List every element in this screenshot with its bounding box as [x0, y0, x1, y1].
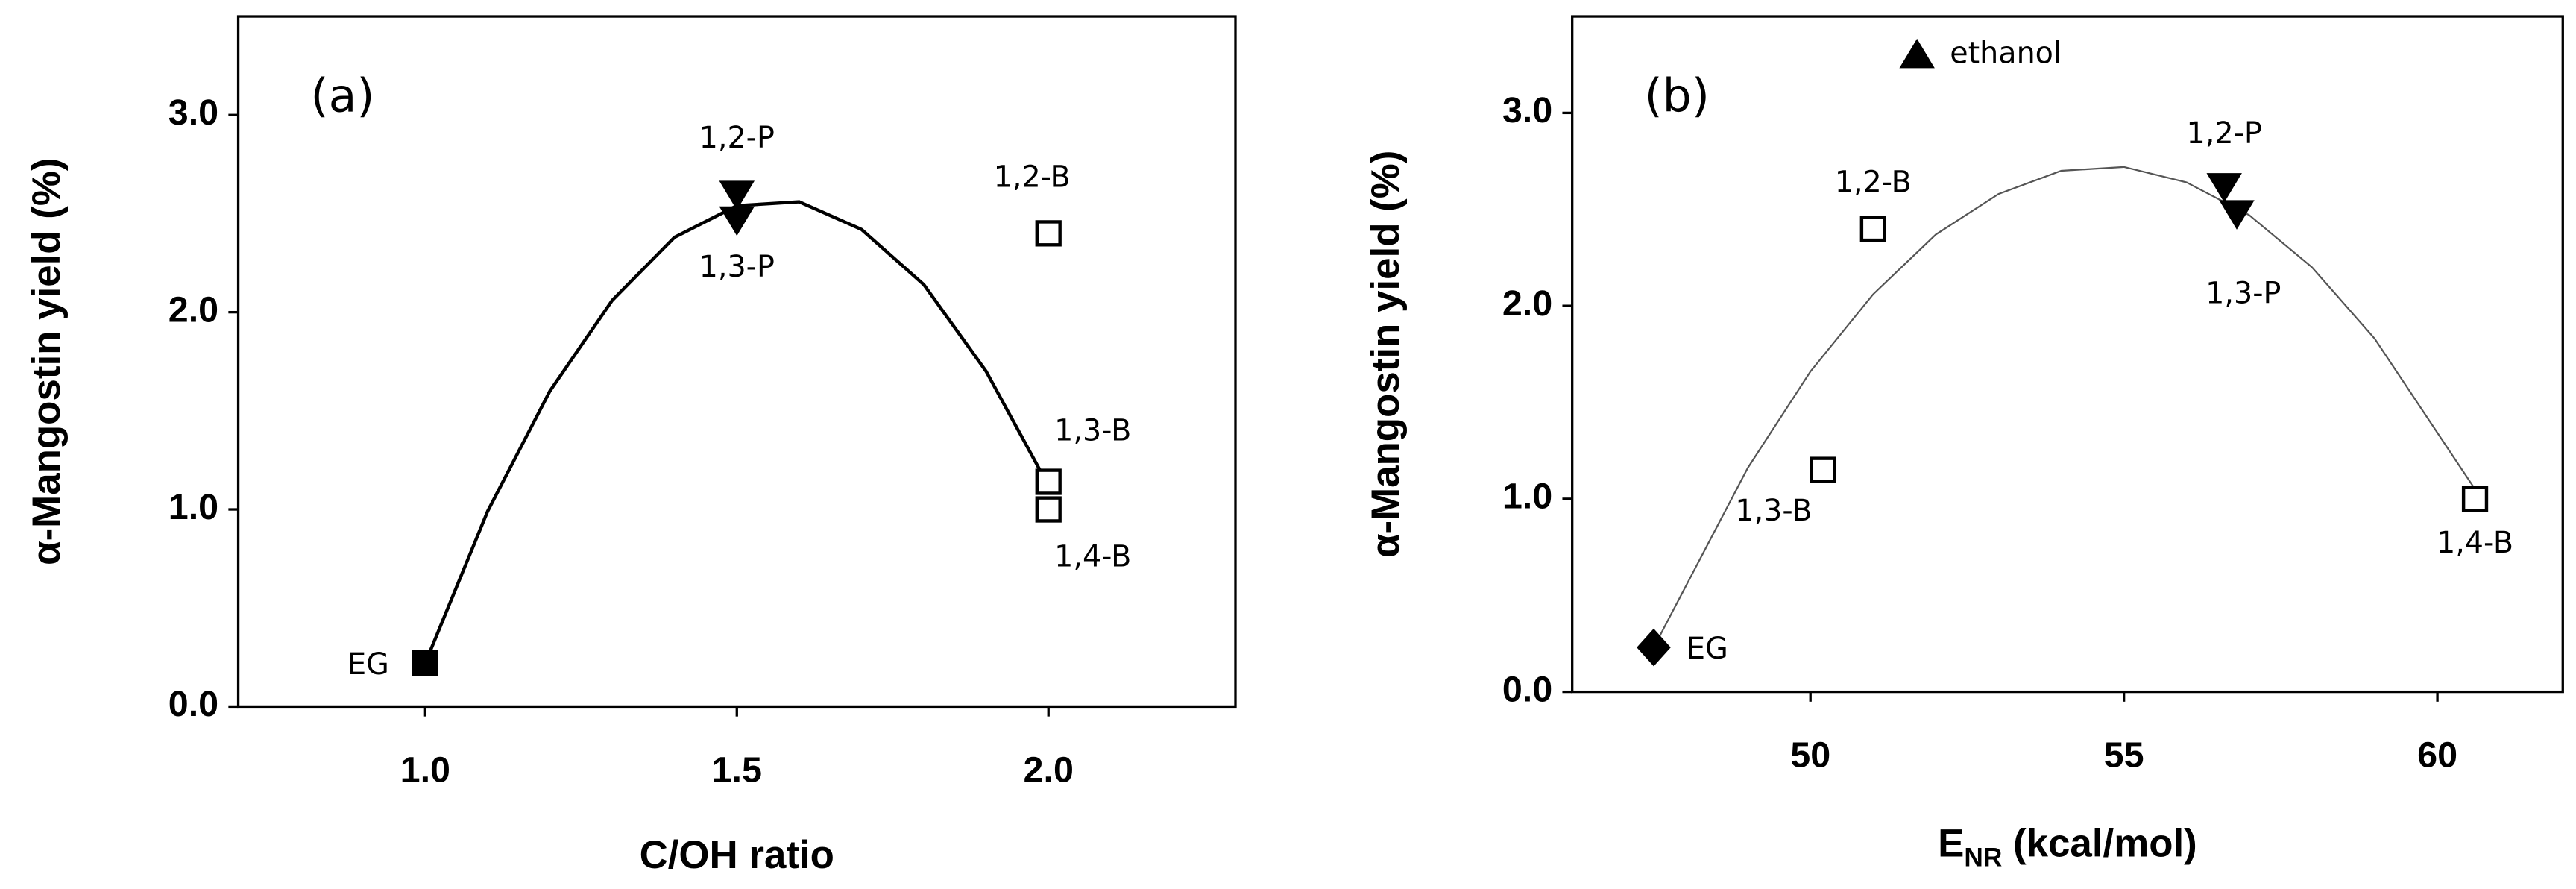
marker: [1899, 38, 1935, 69]
x-axis-label-part: (kcal/mol): [2002, 822, 2196, 866]
panel: 0.0 1.0 2.0 3.0 50 55 60 (b) α-Mangostin yield (…: [1364, 15, 2564, 873]
marker: [719, 206, 755, 236]
point-label: 1,2-B: [994, 160, 1071, 195]
x-tick-label: 50: [1790, 735, 1830, 776]
y-tick-label: 3.0: [169, 92, 218, 133]
marker: [1035, 496, 1062, 523]
x-axis-label: ENR (kcal/mol): [1938, 822, 2197, 873]
y-tick-label: 2.0: [169, 289, 218, 330]
x-tick-label: 2.0: [1024, 750, 1074, 790]
x-tick-label: 55: [2104, 735, 2144, 776]
point-label: 1,2-B: [1835, 166, 1912, 200]
marker: [1810, 456, 1836, 483]
marker: [1637, 628, 1671, 667]
x-tick-label: 60: [2417, 735, 2457, 776]
marker: [2206, 173, 2242, 203]
y-tick-label: 2.0: [1502, 283, 1552, 324]
point-label: ethanol: [1950, 36, 2062, 70]
y-axis-label: α-Mangostin yield (%): [25, 158, 69, 565]
x-axis-label-part: E: [1938, 822, 1964, 866]
y-axis-label: α-Mangostin yield (%): [1364, 151, 1408, 558]
point-label: 1,3-B: [1735, 494, 1812, 528]
point-label: 1,4-B: [2437, 526, 2513, 560]
panel-label: (a): [311, 69, 375, 122]
fit-curve: [1653, 166, 2476, 648]
x-axis-label: C/OH ratio: [640, 833, 834, 877]
marker: [412, 650, 438, 676]
marker: [2219, 200, 2255, 230]
marker: [719, 180, 755, 210]
plot-frame: [1571, 15, 2564, 694]
x-tick-label: 1.5: [712, 750, 762, 790]
marker: [2461, 486, 2489, 512]
point-label: 1,4-B: [1054, 540, 1131, 574]
marker: [1859, 216, 1886, 242]
y-tick-label: 3.0: [1502, 90, 1552, 131]
marker: [1035, 220, 1062, 247]
marker: [1035, 468, 1062, 495]
y-tick-label: 1.0: [169, 487, 218, 527]
point-label: 1,3-P: [699, 250, 775, 284]
x-tick-label: 1.0: [400, 750, 450, 790]
point-label: 1,3-P: [2205, 277, 2281, 311]
point-label: 1,2-P: [699, 121, 775, 155]
point-label: EG: [347, 647, 389, 682]
point-label: 1,2-P: [2187, 116, 2262, 151]
point-label: EG: [1687, 632, 1728, 666]
y-tick-label: 1.0: [1502, 477, 1552, 517]
panel: 0.0 1.0 2.0 3.0 1.0 1.5 2.0 (a) α-Mangostin yiel…: [25, 15, 1237, 877]
x-axis-label-part: NR: [1964, 844, 2002, 873]
y-tick-label: 0.0: [1502, 669, 1552, 709]
y-tick-label: 0.0: [169, 684, 218, 724]
point-label: 1,3-B: [1054, 413, 1131, 447]
panel-label: (b): [1645, 69, 1710, 122]
